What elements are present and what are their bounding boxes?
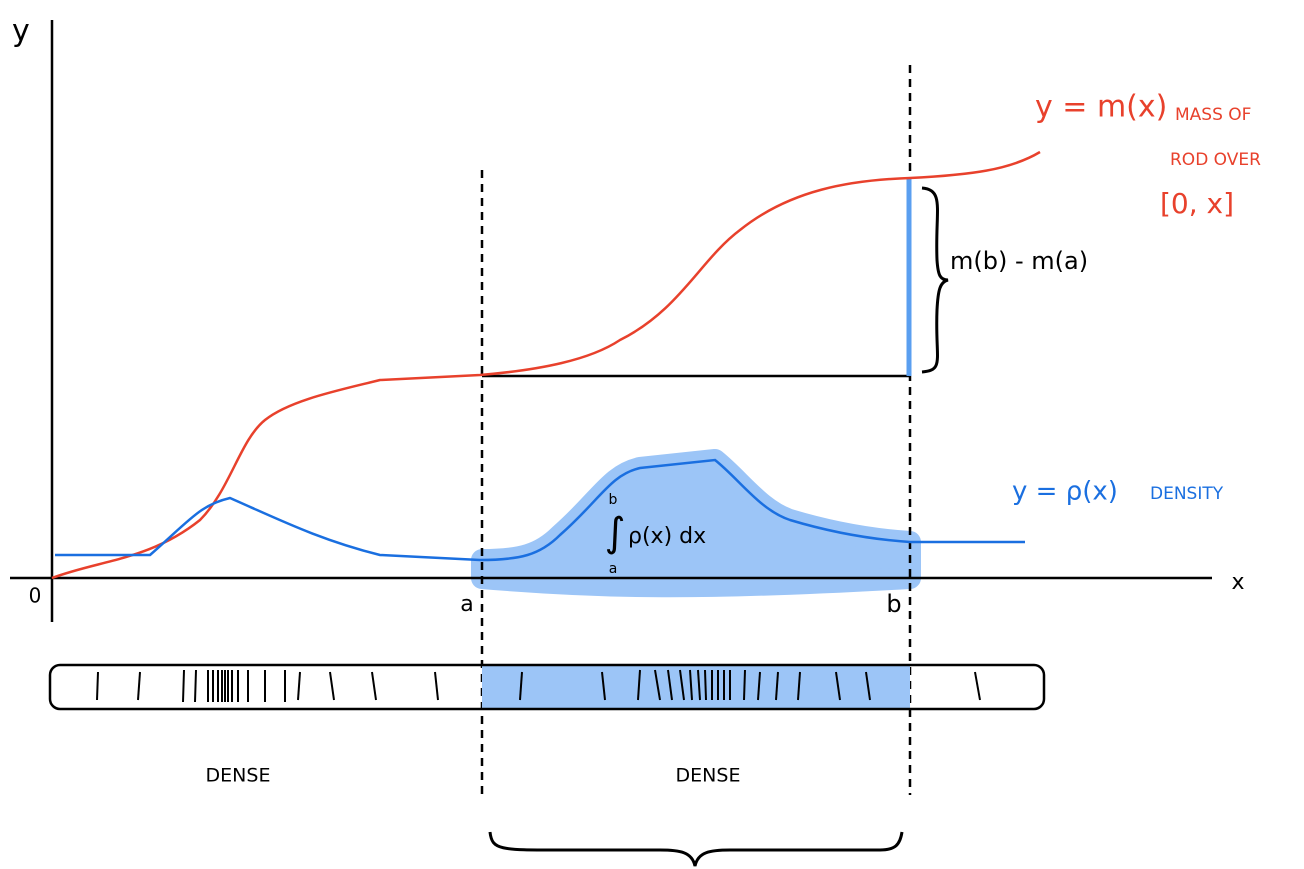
mass-description: MASS OF <box>1175 105 1251 125</box>
y-axis-label: y <box>12 14 30 49</box>
integral-upper: b <box>609 492 618 508</box>
bottom-brace <box>490 832 902 866</box>
diagram: y x 0 a b y = m(x) MASS OF ROD OVER [0, … <box>0 0 1304 869</box>
density-label: y = ρ(x) <box>1012 477 1118 507</box>
difference-label: m(b) - m(a) <box>950 247 1088 275</box>
mass-curve <box>52 152 1040 578</box>
rod-region-label: DENSE <box>676 765 741 787</box>
integral-integrand: ρ(x) dx <box>628 524 706 549</box>
rod-highlight <box>482 666 910 708</box>
density-description: DENSITY <box>1150 484 1224 504</box>
x-axis-label: x <box>1231 570 1244 595</box>
mass-label: y = m(x) <box>1035 90 1167 125</box>
mass-description: [0, x] <box>1160 187 1234 220</box>
integral-symbol: ∫ <box>605 510 626 556</box>
rod-region-label: DENSE <box>206 765 271 787</box>
integral-lower: a <box>609 561 618 577</box>
b-label: b <box>886 590 901 618</box>
brace <box>922 188 948 372</box>
a-label: a <box>460 592 473 617</box>
mass-description: ROD OVER <box>1170 150 1261 170</box>
origin-label: 0 <box>29 584 42 608</box>
